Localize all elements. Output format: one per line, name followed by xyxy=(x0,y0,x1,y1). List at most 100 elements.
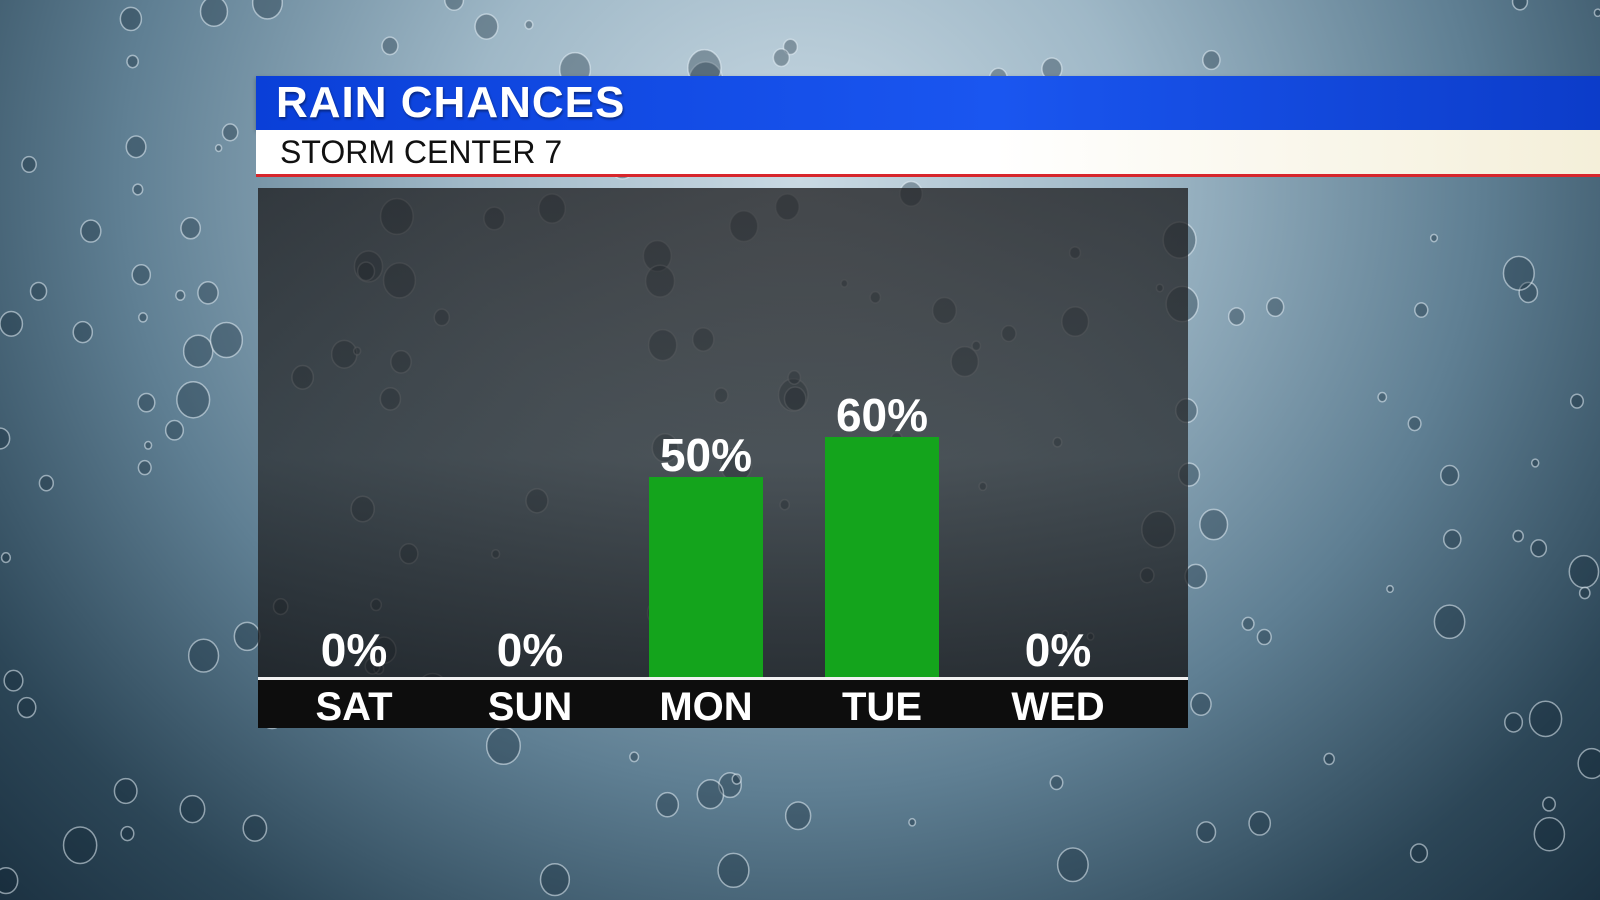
raindrop xyxy=(718,771,742,799)
raindrop xyxy=(1248,810,1272,836)
raindrop xyxy=(144,440,153,450)
raindrop xyxy=(1049,775,1064,791)
raindrop xyxy=(1511,0,1529,11)
raindrop xyxy=(120,825,135,842)
raindrop xyxy=(1577,747,1600,780)
raindrop xyxy=(908,817,917,827)
raindrop xyxy=(132,183,144,196)
raindrop xyxy=(1518,281,1539,304)
raindrop xyxy=(221,123,239,142)
raindrop xyxy=(21,155,37,173)
raindrop xyxy=(199,0,229,28)
raindrop xyxy=(1530,539,1548,558)
raindrop xyxy=(119,6,143,32)
raindrop xyxy=(1530,458,1540,468)
tick-label-tue: TUE xyxy=(842,685,922,728)
raindrop xyxy=(1202,49,1221,71)
raindrop xyxy=(1199,508,1229,541)
raindrop xyxy=(233,621,261,652)
bar-mon xyxy=(649,477,763,677)
raindrop xyxy=(784,801,812,831)
raindrop xyxy=(1241,616,1255,631)
raindrop xyxy=(1377,391,1388,403)
raindrop xyxy=(137,392,156,413)
raindrop xyxy=(772,48,791,68)
tick-label-sun: SUN xyxy=(488,685,572,728)
raindrop xyxy=(72,320,94,344)
baseline xyxy=(258,677,1188,680)
raindrop xyxy=(1386,584,1394,594)
tick-label-wed: WED xyxy=(1011,685,1104,728)
subtitle-banner: STORM CENTER 7 xyxy=(256,130,1600,177)
raindrop xyxy=(214,144,223,153)
raindrop xyxy=(251,0,283,20)
raindrop xyxy=(381,36,399,56)
raindrop xyxy=(1184,563,1208,589)
raindrop xyxy=(29,281,48,301)
raindrop xyxy=(38,474,54,492)
raindrop xyxy=(629,751,640,763)
raindrop xyxy=(1227,307,1246,326)
raindrop xyxy=(655,791,680,818)
raindrop xyxy=(113,777,138,805)
raindrop xyxy=(1440,464,1460,486)
raindrop xyxy=(180,216,201,240)
raindrop xyxy=(3,669,24,692)
raindrop xyxy=(131,264,152,286)
raindrop xyxy=(485,726,521,766)
raindrop xyxy=(1542,796,1556,812)
raindrop xyxy=(138,312,148,323)
data-label-sun: 0% xyxy=(497,624,563,676)
raindrop xyxy=(524,19,534,30)
data-label-mon: 50% xyxy=(660,429,752,481)
raindrop xyxy=(182,334,214,368)
station-name: STORM CENTER 7 xyxy=(280,134,563,170)
raindrop xyxy=(1056,847,1089,883)
raindrop xyxy=(137,459,152,476)
bar-chart: 0% SAT 0% SUN 50% MON 60% TUE 0% WED xyxy=(258,389,1188,728)
bar-tue xyxy=(825,437,939,677)
raindrop xyxy=(1502,255,1535,291)
raindrop xyxy=(17,696,37,719)
raindrop xyxy=(1593,8,1600,18)
tick-label-sat: SAT xyxy=(315,685,392,728)
raindrop xyxy=(1256,628,1272,646)
data-label-tue: 60% xyxy=(836,389,928,441)
raindrop xyxy=(1512,529,1524,543)
raindrop xyxy=(179,794,206,824)
raindrop xyxy=(731,773,742,785)
raindrop xyxy=(1429,233,1439,243)
raindrop xyxy=(1568,554,1600,589)
raindrop xyxy=(1533,816,1566,852)
chart-title: RAIN CHANCES xyxy=(276,78,626,127)
data-label-sat: 0% xyxy=(321,624,387,676)
raindrop xyxy=(0,866,19,895)
raindrop xyxy=(717,852,750,889)
raindrop xyxy=(126,54,139,69)
raindrop xyxy=(696,779,725,810)
raindrop xyxy=(176,381,211,419)
raindrop xyxy=(444,0,465,12)
category-axis-band xyxy=(258,680,1188,728)
raindrop xyxy=(1196,821,1217,844)
raindrop xyxy=(164,419,185,441)
raindrop xyxy=(209,321,244,359)
raindrop xyxy=(1504,711,1524,733)
raindrop xyxy=(1323,752,1335,766)
raindrop xyxy=(175,289,186,301)
data-label-wed: 0% xyxy=(1025,624,1091,676)
raindrop xyxy=(125,135,147,159)
raindrop xyxy=(1190,692,1212,716)
raindrop xyxy=(1443,529,1462,550)
raindrop xyxy=(0,552,12,564)
raindrop xyxy=(474,13,499,40)
raindrop xyxy=(1569,393,1584,409)
raindrop xyxy=(197,281,219,305)
raindrop xyxy=(80,219,102,243)
tick-label-mon: MON xyxy=(659,685,752,728)
raindrop xyxy=(539,863,571,897)
raindrop xyxy=(187,638,220,673)
raindrop xyxy=(1409,843,1429,864)
title-banner: RAIN CHANCES xyxy=(256,76,1600,130)
raindrop xyxy=(62,826,98,865)
